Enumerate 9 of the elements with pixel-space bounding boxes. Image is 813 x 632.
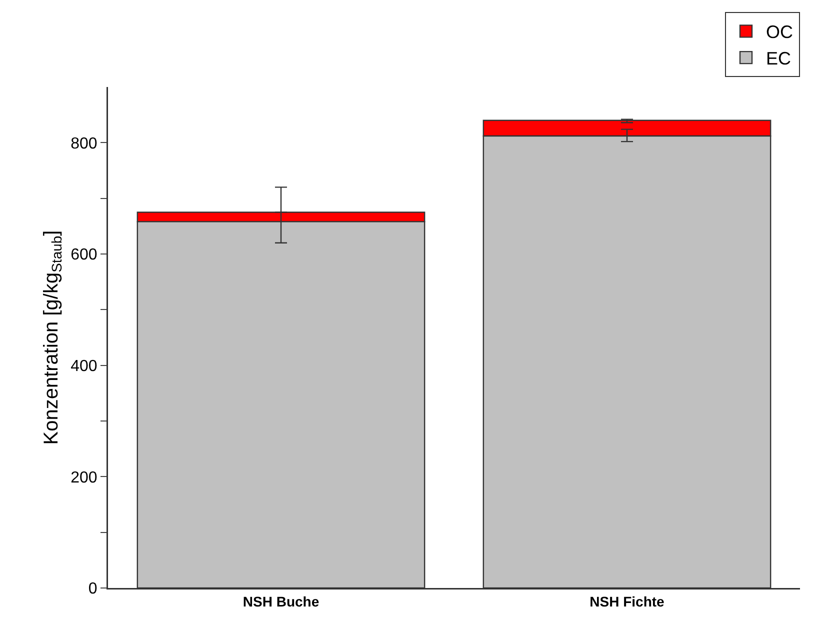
legend-label: OC [766, 22, 793, 42]
y-tick-label: 800 [70, 135, 98, 152]
y-tick-label: 0 [88, 580, 98, 598]
legend-label: EC [766, 48, 792, 69]
x-tick-label: NSH Fichte [590, 593, 665, 610]
y-tick-label: 400 [70, 358, 98, 375]
y-tick-label: 200 [70, 469, 98, 486]
x-tick-label: NSH Buche [242, 593, 320, 610]
y-tick-label: 600 [70, 246, 98, 264]
